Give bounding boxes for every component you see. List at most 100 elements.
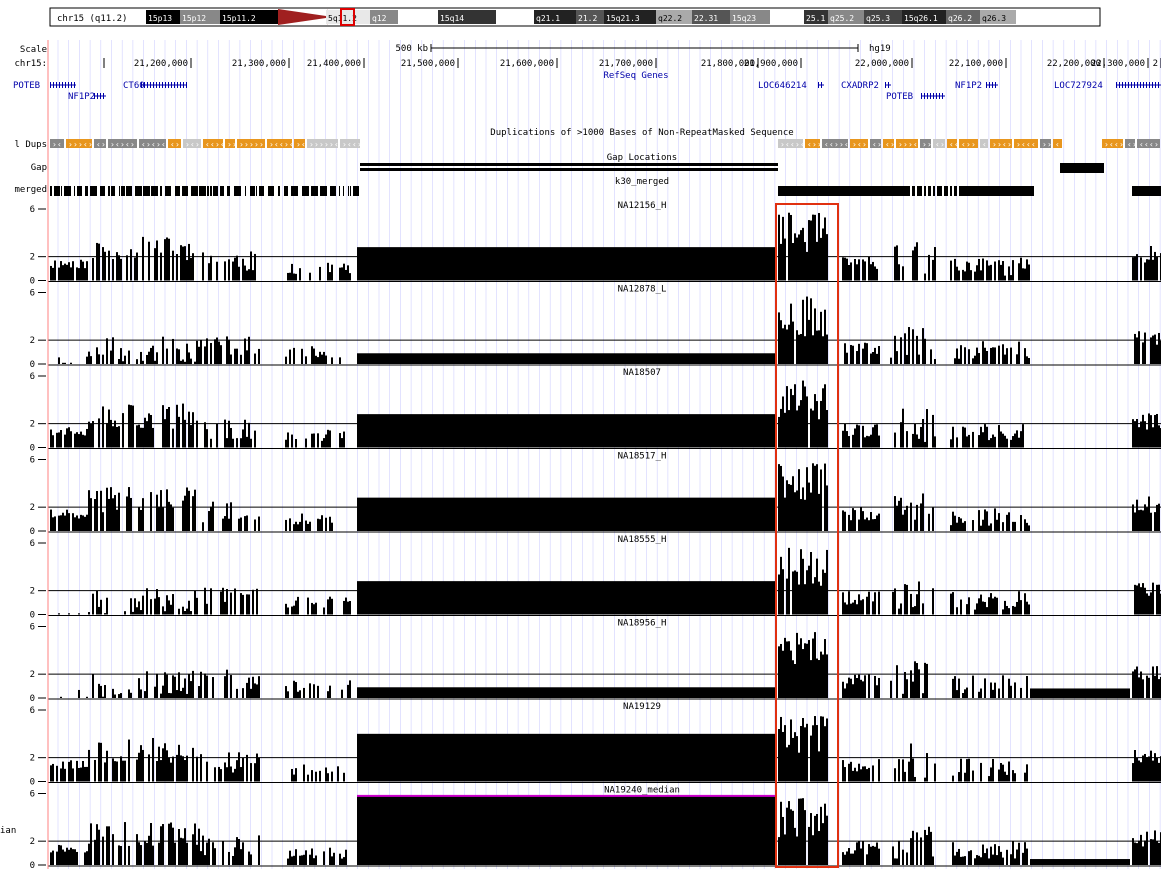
depth-bar [992, 598, 994, 615]
depth-bar [820, 806, 822, 865]
depth-bar [138, 678, 140, 698]
gap-track[interactable]: Gap Gap Locations [31, 153, 1104, 173]
depth-bar [90, 498, 92, 531]
depth-bar [132, 611, 134, 615]
depth-bar [808, 826, 810, 865]
depth-bar [810, 408, 812, 448]
depth-bar [124, 760, 126, 782]
depth-bar [926, 409, 928, 448]
depth-bar [102, 406, 104, 448]
depth-bar [182, 359, 184, 364]
depth-bar [794, 570, 796, 615]
depth-bar [818, 831, 820, 865]
merged-block [259, 186, 264, 196]
depth-bar [824, 309, 826, 364]
depth-bar [864, 766, 866, 782]
depth-bar [818, 581, 820, 615]
depth-bar [1140, 834, 1142, 865]
depth-bar [315, 855, 317, 865]
depth-bar [814, 308, 816, 364]
depth-bar [814, 577, 816, 615]
depth-bar [852, 508, 854, 531]
sample-depth-tracks[interactable]: NA12156_H620NA12878_L620NA18507620NA1851… [0, 201, 1161, 871]
depth-bar [86, 428, 88, 448]
depth-bar [864, 261, 866, 281]
ideogram-band-label: 15p12 [182, 14, 206, 23]
depth-bar [182, 500, 184, 531]
depth-bar [908, 327, 910, 364]
depth-bar [162, 748, 164, 782]
depth-bar [102, 696, 104, 698]
depth-bar [1142, 583, 1144, 615]
depth-bar [216, 337, 218, 364]
k30-merged-track[interactable]: merged k30_merged [14, 177, 1161, 196]
axis-tick-label: 6 [30, 539, 35, 549]
depth-bar [84, 766, 86, 782]
dup-strand-arrow: ‹ [785, 140, 790, 149]
gene-exon [71, 82, 72, 88]
depth-bar [852, 770, 854, 782]
depth-bar [58, 613, 60, 615]
depth-bar [150, 492, 152, 531]
depth-bar [870, 264, 872, 281]
assembly-label: hg19 [869, 44, 891, 54]
depth-bar [984, 347, 986, 364]
depth-bar [802, 227, 804, 281]
ideogram-band [980, 10, 1016, 24]
depth-bar [242, 758, 244, 782]
depth-bar [212, 677, 214, 698]
depth-bar [1016, 601, 1018, 615]
depth-bar [254, 430, 256, 448]
depth-bar [106, 422, 108, 448]
depth-bar [88, 749, 90, 782]
depth-bar [874, 266, 876, 281]
dup-strand-arrow: ‹ [289, 140, 294, 149]
dup-strand-arrow: › [890, 140, 895, 149]
depth-bar [1024, 772, 1026, 782]
depth-bar [108, 826, 110, 865]
depth-bar [114, 495, 116, 531]
depth-bar [162, 405, 164, 448]
depth-bar [102, 836, 104, 865]
ideogram-band [946, 10, 980, 24]
depth-bar [868, 256, 870, 281]
depth-bar [138, 424, 140, 448]
depth-bar [194, 590, 196, 615]
depth-bar [184, 419, 186, 448]
depth-bar [784, 834, 786, 865]
depth-bar [142, 749, 144, 782]
depth-bar [1144, 332, 1146, 364]
depth-bar [170, 762, 172, 782]
depth-bar [862, 766, 864, 782]
depth-bar [848, 514, 850, 531]
depth-bar [347, 265, 349, 281]
chromosome-ideogram[interactable]: chr15 (q11.2) 15p13 15p12 15p11.2 5q11.2 q12… [49, 7, 1101, 27]
depth-bar [874, 424, 876, 448]
depth-bar [962, 856, 964, 865]
depth-bar [204, 855, 206, 865]
depth-bar [142, 360, 144, 364]
dup-segment [990, 139, 1012, 148]
depth-bar [1136, 585, 1138, 615]
depth-bar [240, 849, 242, 865]
depth-bar [190, 257, 192, 281]
depth-bar [912, 607, 914, 615]
depth-bar [246, 350, 248, 364]
depth-bar [878, 513, 880, 531]
dup-strand-arrow: › [342, 140, 347, 149]
depth-bar [864, 519, 866, 531]
depth-bar [1026, 259, 1028, 281]
depth-bar [1138, 427, 1140, 448]
depth-bar [62, 512, 64, 531]
gene-exon [1155, 82, 1156, 88]
depth-bar [1132, 257, 1134, 281]
depth-bar [844, 423, 846, 448]
depth-bar [998, 688, 1000, 698]
segmental-dups-track[interactable]: l Dups Duplications of >1000 Bases of No… [14, 128, 1160, 150]
depth-bar [224, 261, 226, 281]
depth-bar [930, 831, 932, 865]
depth-bar [116, 761, 118, 782]
ideogram-band [604, 10, 656, 24]
depth-bar [782, 396, 784, 448]
